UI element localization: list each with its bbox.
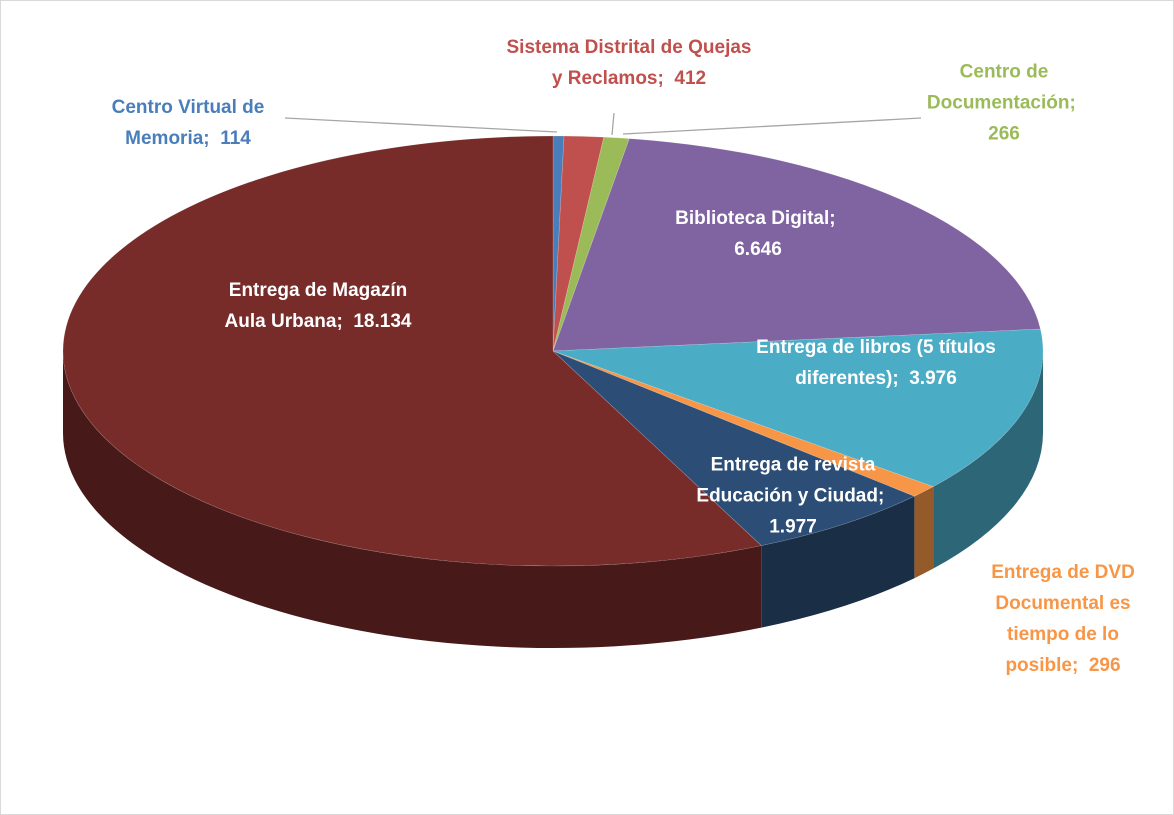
data-label: Entrega de libros (5 títulos diferentes)… <box>756 332 996 394</box>
value-label: 1.977 <box>769 516 817 538</box>
data-label: Biblioteca Digital; 6.646 <box>658 203 858 265</box>
data-label: Entrega de Magazín Aula Urbana; 18.134 <box>218 275 418 337</box>
label-separator: ; <box>892 368 899 389</box>
slice <box>62 135 762 567</box>
slice-side <box>933 351 1043 569</box>
leader-line <box>611 112 615 136</box>
value-label: 3.976 <box>909 368 957 389</box>
label-separator: ; <box>336 311 343 332</box>
label-separator: ; <box>1071 655 1079 676</box>
slice <box>552 135 565 352</box>
category-name: Centro de Documentación <box>926 61 1070 114</box>
data-label: Centro de Documentación; 266 <box>914 57 1094 150</box>
value-label: 18.134 <box>353 311 412 332</box>
leader-line <box>284 117 558 133</box>
category-name: Sistema Distrital de Quejas y Reclamos <box>506 37 752 89</box>
category-name: Entrega de libros (5 títulos diferentes) <box>756 337 996 389</box>
label-separator: ; <box>1069 92 1076 114</box>
category-name: Centro Virtual de Memoria <box>111 97 265 149</box>
slice <box>552 138 1041 352</box>
value-label: 6.646 <box>734 239 782 260</box>
slice <box>552 350 934 497</box>
slice-side <box>761 496 915 628</box>
slice <box>552 135 605 352</box>
category-name: Biblioteca Digital <box>675 208 830 229</box>
value-label: 412 <box>674 68 707 89</box>
slice-side <box>914 486 934 579</box>
label-separator: ; <box>829 208 836 229</box>
category-name: Entrega de Magazín Aula Urbana <box>224 280 408 332</box>
value-label: 296 <box>1088 655 1121 676</box>
value-label: 266 <box>988 123 1020 145</box>
category-name: Entrega de DVD Documental es tiempo de l… <box>991 562 1135 676</box>
label-separator: ; <box>203 128 210 149</box>
data-label: Centro Virtual de Memoria; 114 <box>83 92 293 154</box>
slice <box>552 136 630 352</box>
slice <box>552 328 1044 488</box>
data-label: Entrega de DVD Documental es tiempo de l… <box>973 557 1153 681</box>
label-separator: ; <box>657 68 664 89</box>
category-name: Entrega de revista Educación y Ciudad <box>696 454 878 507</box>
label-separator: ; <box>877 485 885 507</box>
data-label: Sistema Distrital de Quejas y Reclamos; … <box>504 32 754 94</box>
leader-line <box>622 117 922 135</box>
slice-side <box>63 351 762 648</box>
value-label: 114 <box>220 128 251 149</box>
data-label: Entrega de revista Educación y Ciudad; 1… <box>683 450 903 543</box>
slice <box>552 350 916 546</box>
